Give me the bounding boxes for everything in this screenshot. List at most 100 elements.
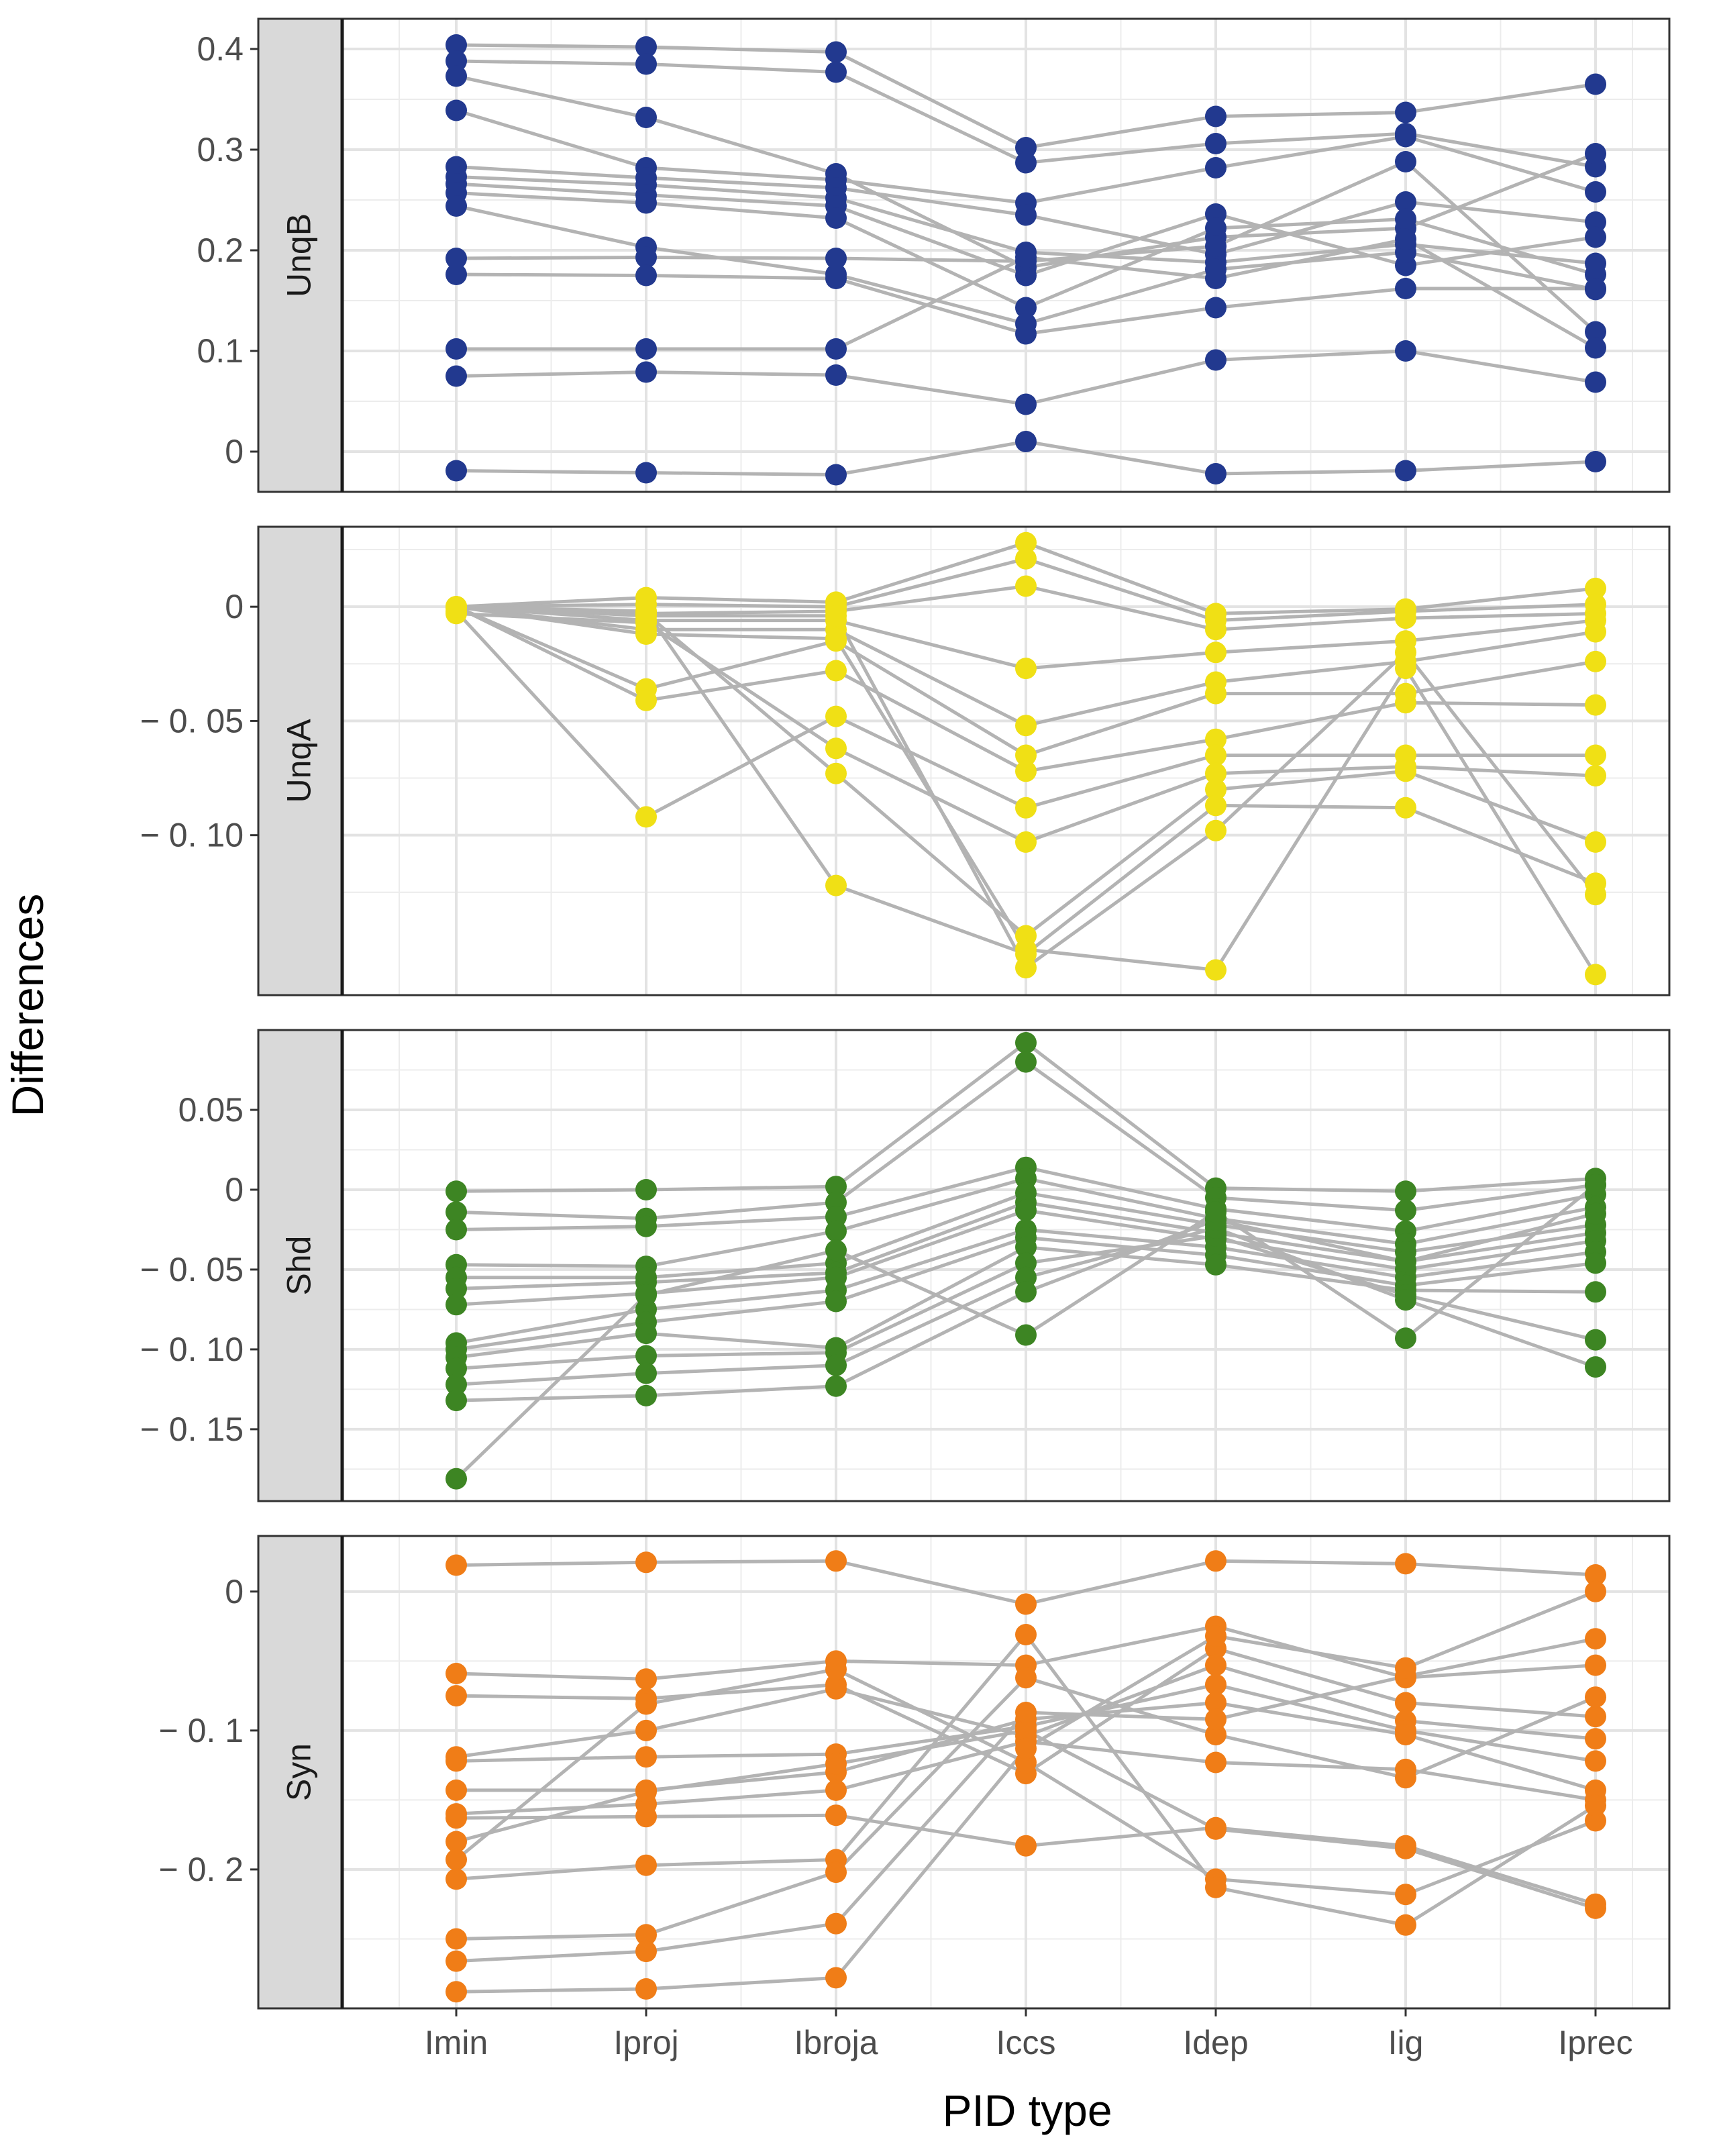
- data-point: [1015, 1835, 1037, 1857]
- data-point: [635, 1978, 657, 2000]
- data-point: [1585, 621, 1606, 643]
- y-tick-label: 0.1: [197, 332, 244, 370]
- data-point: [635, 1668, 657, 1690]
- data-point: [825, 737, 847, 760]
- data-point: [446, 1180, 467, 1202]
- data-point: [635, 1941, 657, 1963]
- data-point: [635, 338, 657, 360]
- data-point: [1205, 762, 1227, 784]
- data-point: [825, 627, 847, 650]
- data-point: [1395, 607, 1416, 629]
- data-point: [446, 365, 467, 387]
- x-tick-label: Iig: [1388, 2024, 1424, 2061]
- data-point: [635, 1215, 657, 1237]
- data-point: [1585, 371, 1606, 393]
- data-point: [635, 623, 657, 645]
- data-point: [1395, 278, 1416, 299]
- data-point: [446, 1294, 467, 1316]
- data-point: [825, 1967, 847, 1989]
- data-point: [1205, 217, 1227, 239]
- y-tick-label: 0.05: [178, 1091, 244, 1129]
- data-point: [1205, 297, 1227, 319]
- data-point: [1585, 337, 1606, 359]
- data-point: [825, 1220, 847, 1242]
- data-point: [1015, 1624, 1037, 1645]
- data-point: [635, 1384, 657, 1406]
- data-point: [635, 1551, 657, 1574]
- data-point: [1395, 460, 1416, 482]
- data-point: [1205, 105, 1227, 127]
- facet-strip: [257, 525, 344, 996]
- data-point: [446, 1554, 467, 1576]
- data-point: [1585, 1654, 1606, 1676]
- data-point: [1015, 1199, 1037, 1221]
- data-point: [1585, 1252, 1606, 1274]
- data-point: [1205, 641, 1227, 664]
- data-point: [825, 705, 847, 727]
- data-point: [635, 1284, 657, 1306]
- data-point: [635, 1806, 657, 1828]
- data-point: [446, 596, 467, 618]
- data-point: [1015, 797, 1037, 819]
- data-point: [1395, 125, 1416, 148]
- data-point: [1585, 226, 1606, 248]
- facet-syn: Syn 0 − 0. 1 − 0. 2: [159, 1535, 1671, 2010]
- data-point: [825, 1804, 847, 1827]
- facet-strip-label: Syn: [280, 1743, 318, 1801]
- data-point: [1585, 831, 1606, 853]
- data-point: [635, 1746, 657, 1768]
- data-point: [635, 107, 657, 128]
- data-point: [1205, 1201, 1227, 1223]
- data-point: [1015, 1737, 1037, 1759]
- data-point: [1585, 1706, 1606, 1728]
- data-point: [825, 1354, 847, 1376]
- data-point: [1395, 1657, 1416, 1679]
- y-axis-title: Differences: [3, 894, 52, 1117]
- data-point: [1585, 884, 1606, 906]
- y-tick-label: − 0. 15: [140, 1410, 244, 1448]
- data-point: [1585, 1580, 1606, 1602]
- data-point: [1015, 393, 1037, 415]
- data-point: [1015, 715, 1037, 737]
- data-point: [1395, 1180, 1416, 1202]
- data-point: [635, 1345, 657, 1367]
- data-point: [1585, 1686, 1606, 1708]
- data-point: [1015, 297, 1037, 319]
- data-point: [825, 1753, 847, 1775]
- data-point: [825, 1779, 847, 1801]
- x-tick-label: Iprec: [1558, 2024, 1632, 2061]
- data-point: [446, 1950, 467, 1972]
- data-point: [446, 1779, 467, 1801]
- data-point: [1015, 152, 1037, 174]
- data-point: [635, 605, 657, 627]
- data-point: [1395, 641, 1416, 664]
- data-point: [1585, 1329, 1606, 1351]
- y-tick-label: − 0. 05: [140, 702, 244, 739]
- data-point: [1585, 73, 1606, 95]
- data-point: [1015, 246, 1037, 268]
- facet-strip-label: UnqB: [280, 213, 318, 297]
- data-point: [1205, 1876, 1227, 1898]
- data-point: [825, 61, 847, 83]
- data-point: [1205, 1818, 1227, 1840]
- data-point: [1015, 137, 1037, 158]
- data-point: [1395, 692, 1416, 714]
- data-point: [635, 36, 657, 58]
- data-point: [825, 1239, 847, 1262]
- data-point: [1205, 1625, 1227, 1647]
- data-point: [825, 1550, 847, 1572]
- data-point: [635, 264, 657, 287]
- data-point: [1015, 1593, 1037, 1615]
- y-tick-label: − 0. 2: [159, 1851, 244, 1888]
- data-point: [446, 338, 467, 360]
- data-point: [825, 364, 847, 386]
- y-tick-label: 0.4: [197, 30, 244, 68]
- data-point: [1585, 765, 1606, 787]
- facet-unqb: UnqB 0 0.1 0.2 0.3 0.4: [197, 17, 1671, 493]
- x-axis-title: PID type: [942, 2086, 1112, 2135]
- data-point: [635, 1781, 657, 1802]
- data-point: [1395, 340, 1416, 362]
- data-point: [635, 462, 657, 484]
- x-axis: Imin Iproj Ibroja Iccs Idep Iig Iprec: [425, 2008, 1633, 2061]
- data-point: [1585, 650, 1606, 672]
